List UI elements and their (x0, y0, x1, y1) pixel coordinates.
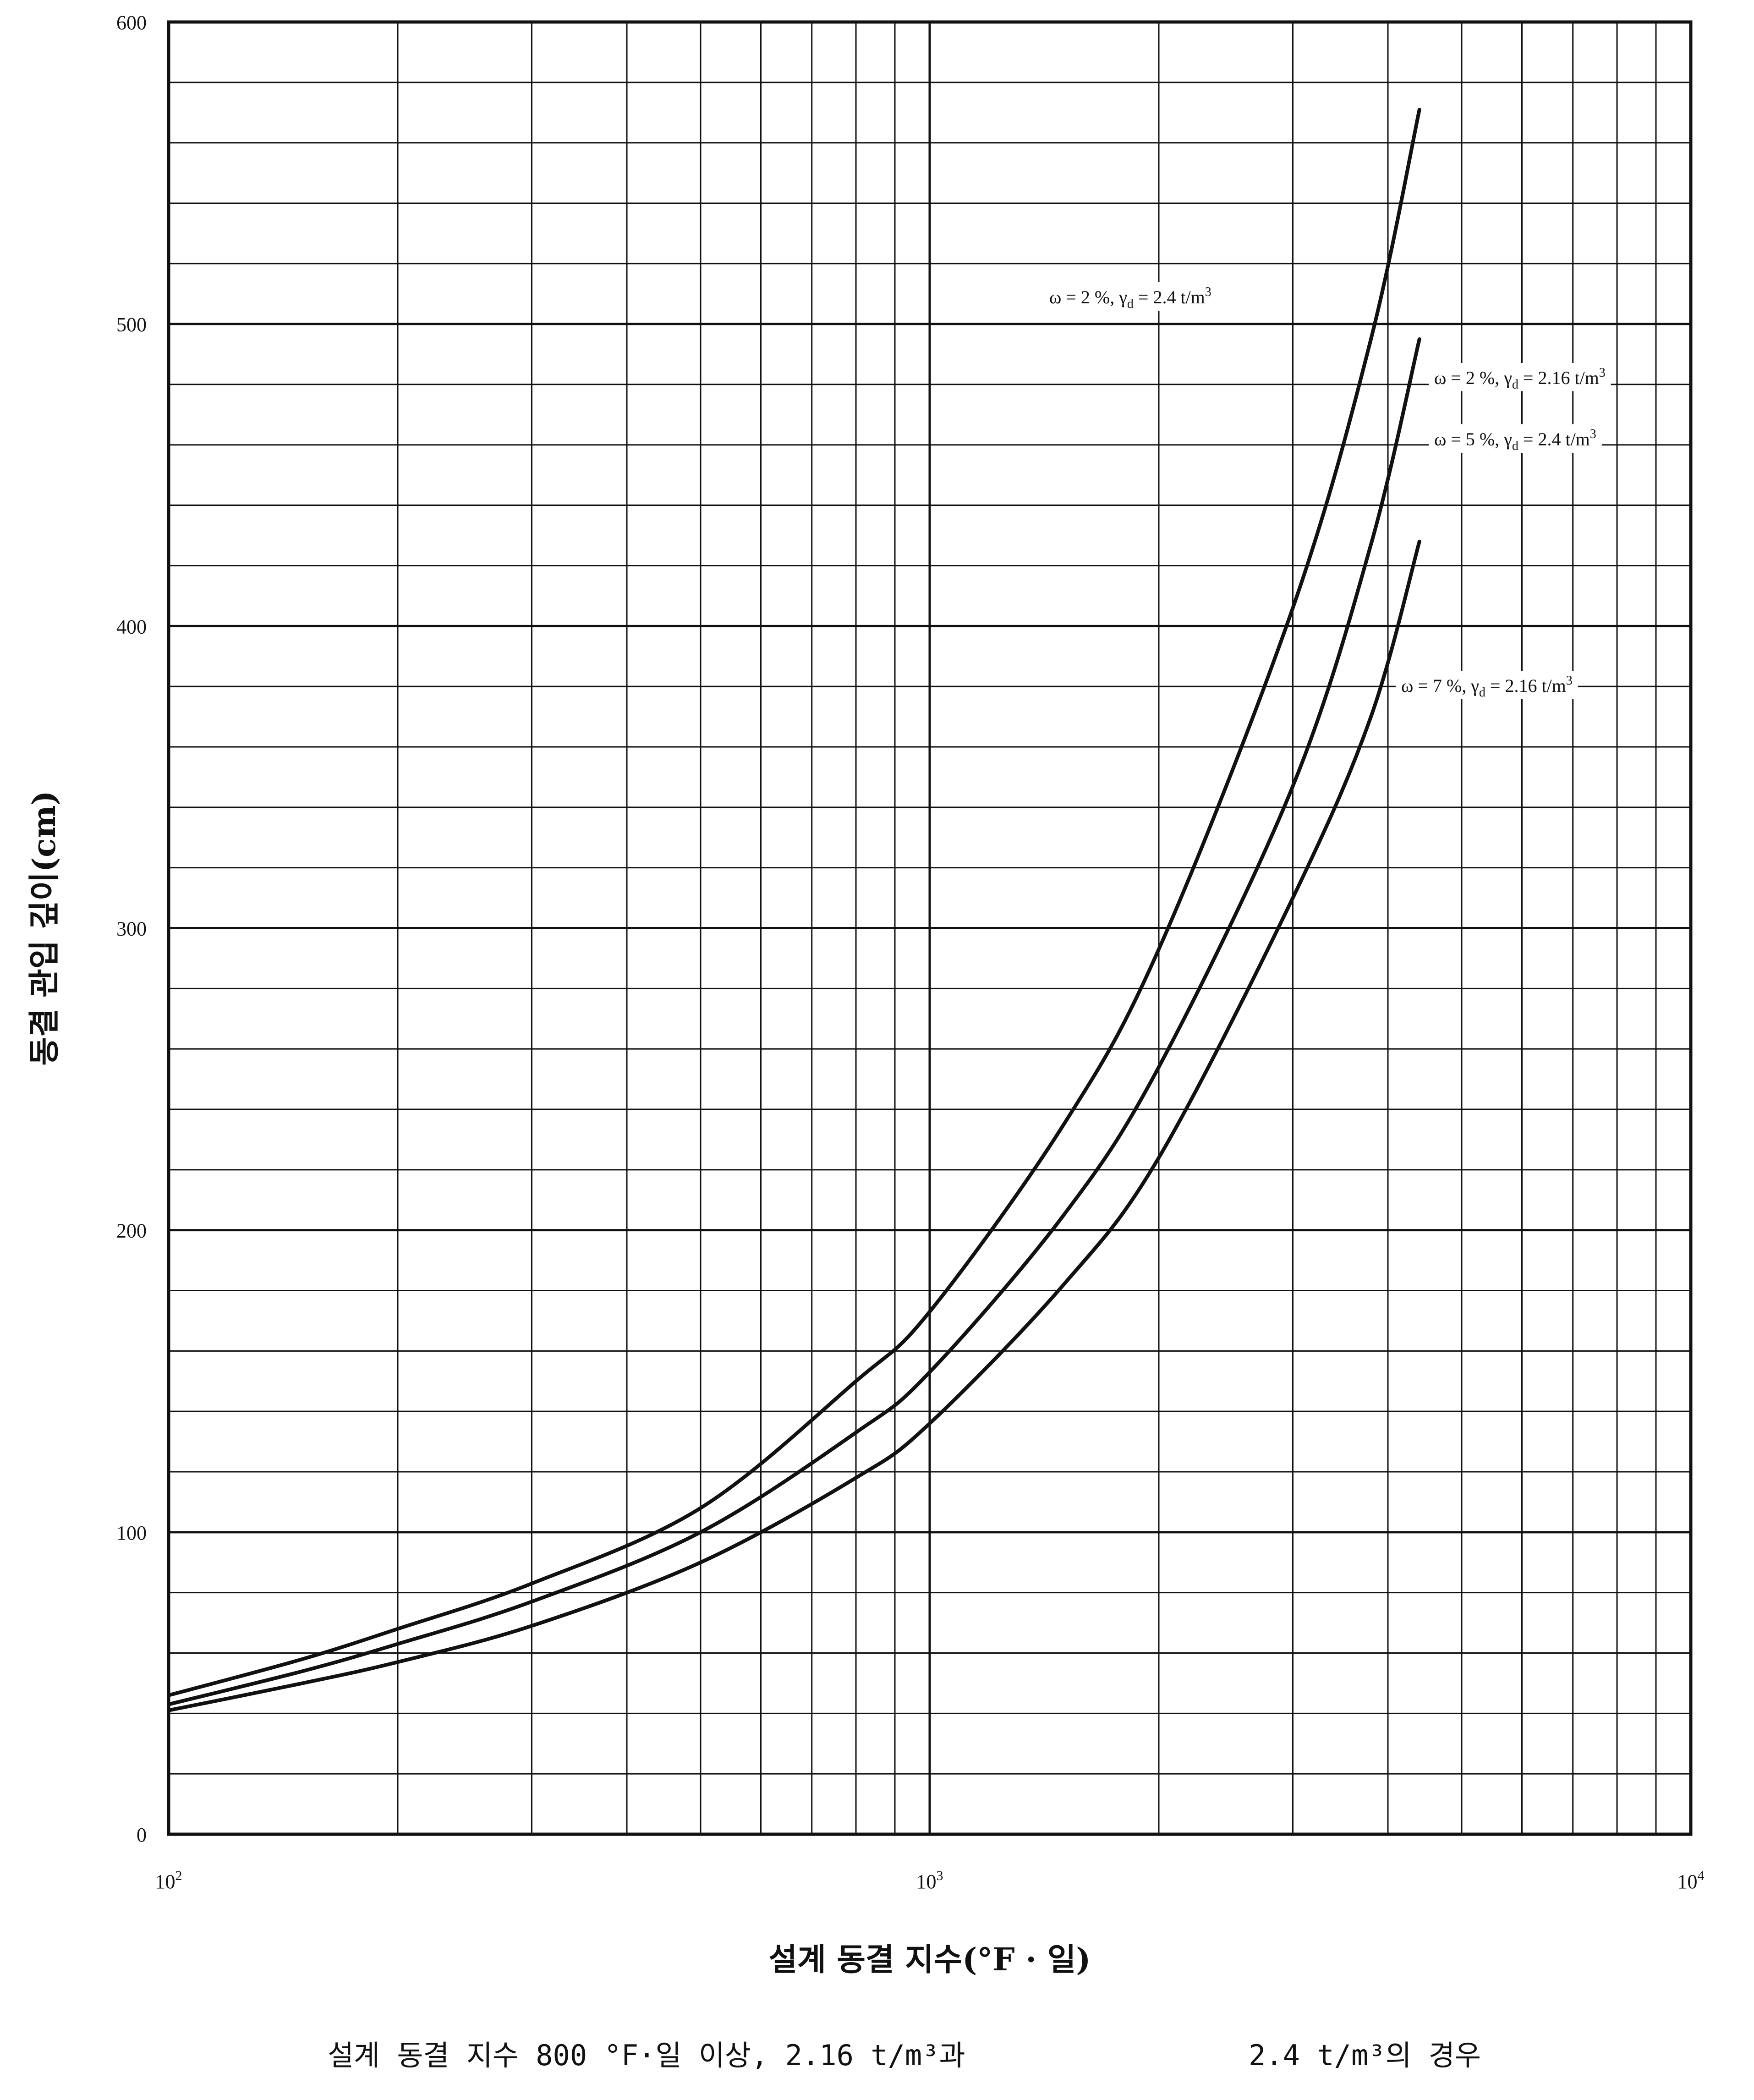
y-tick-label: 0 (137, 1824, 147, 1846)
y-tick-label: 300 (116, 918, 147, 940)
series-label-bg (1044, 282, 1217, 311)
y-axis-title: 동결 관입 깊이(cm) (26, 790, 63, 1065)
series-label-4: ω = 7 %, γd = 2.16 t/m3 (1401, 674, 1573, 700)
curves (167, 108, 1421, 1712)
grid (167, 21, 1692, 1836)
series-label-bg (1396, 671, 1578, 699)
series-label-1: ω = 2 %, γd = 2.4 t/m3 (1049, 285, 1211, 311)
plot-frame (167, 20, 1693, 1836)
y-tick-label: 400 (116, 615, 147, 638)
series-label-2: ω = 2 %, γd = 2.16 t/m3 (1434, 366, 1606, 392)
series-curve-1 (167, 108, 1421, 1697)
series-curve-2 (167, 337, 1421, 1706)
series-label-3: ω = 5 %, γd = 2.4 t/m3 (1434, 427, 1596, 453)
series-label-bg (1429, 424, 1602, 453)
x-axis-title: 설계 동결 지수(°F · 일) (769, 1941, 1091, 1978)
figure-caption-left: 설계 동결 지수 800 °F·일 이상, 2.16 t/m³과 (328, 2039, 965, 2072)
y-tick-label: 100 (116, 1522, 147, 1544)
series-labels: ω = 2 %, γd = 2.4 t/m3 ω = 2 %, γd = 2.16… (1044, 282, 1611, 700)
x-tick-label: 102 (155, 1868, 182, 1893)
series-label-bg (1429, 363, 1611, 391)
x-tick-label: 104 (1677, 1868, 1705, 1893)
x-tick-label: 103 (916, 1868, 943, 1893)
y-tick-labels: 0 100 200 300 400 500 600 (116, 11, 147, 1846)
x-tick-labels: 102 103 104 (155, 1868, 1705, 1893)
y-tick-label: 600 (116, 11, 147, 34)
y-tick-label: 200 (116, 1220, 147, 1242)
y-tick-label: 500 (116, 313, 147, 336)
figure-caption-right: 2.4 t/m³의 경우 (1249, 2039, 1481, 2072)
series-curve-4 (167, 539, 1421, 1712)
